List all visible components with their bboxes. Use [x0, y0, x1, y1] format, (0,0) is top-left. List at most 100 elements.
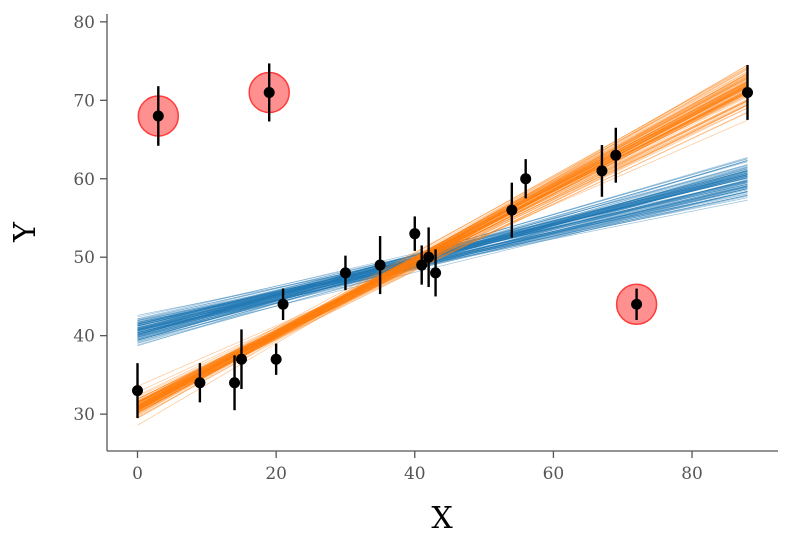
fit-line: [137, 173, 748, 346]
fit-line: [137, 190, 748, 341]
fit-line: [137, 91, 748, 407]
fit-line: [137, 174, 748, 332]
data-point: [235, 353, 247, 365]
y-tick-label: 60: [73, 170, 95, 190]
fit-line: [137, 178, 748, 344]
fit-line: [137, 174, 748, 320]
fit-line: [137, 186, 748, 335]
fit-line: [137, 175, 748, 329]
fit-line: [137, 195, 748, 323]
fit-line: [137, 175, 748, 342]
fit-line: [137, 99, 748, 396]
fit-line: [137, 84, 748, 418]
fit-line: [137, 174, 748, 329]
fit-line: [137, 104, 748, 404]
fit-line: [137, 177, 748, 324]
fit-line: [137, 104, 748, 403]
fit-line: [137, 100, 748, 400]
y-tick-label: 80: [73, 13, 95, 33]
fit-line: [137, 75, 748, 408]
fit-line: [137, 167, 748, 340]
fit-line: [137, 83, 748, 407]
fit-line: [137, 77, 748, 406]
fit-line: [137, 172, 748, 331]
fit-line: [137, 181, 748, 318]
fit-line: [137, 180, 748, 328]
fit-line: [137, 81, 748, 403]
fit-line: [137, 78, 748, 408]
fit-line: [137, 171, 748, 343]
fit-line: [137, 91, 748, 400]
fit-line: [137, 167, 748, 344]
fit-line: [137, 104, 748, 409]
fit-line: [137, 158, 748, 335]
y-axis-title: Y: [8, 221, 43, 243]
fit-line: [137, 87, 748, 408]
fit-line: [137, 186, 748, 329]
fit-line: [137, 71, 748, 404]
fit-line: [137, 64, 748, 426]
fit-line: [137, 170, 748, 327]
x-tick-label: 20: [265, 464, 287, 484]
fit-line: [137, 185, 748, 323]
fit-line: [137, 174, 748, 327]
data-point: [152, 110, 164, 122]
y-tick-label: 70: [73, 91, 95, 111]
fit-line: [137, 166, 748, 336]
data-point: [339, 267, 351, 279]
fit-line: [137, 175, 748, 334]
fit-line: [137, 191, 748, 321]
data-point: [520, 173, 532, 185]
fit-line: [137, 165, 748, 333]
data-point: [277, 298, 289, 310]
fit-line: [137, 188, 748, 330]
fit-line: [137, 84, 748, 409]
fit-line: [137, 169, 748, 339]
fit-line: [137, 90, 748, 403]
fit-line: [137, 191, 748, 326]
fit-line: [137, 188, 748, 325]
fit-line: [137, 92, 748, 403]
fit-line: [137, 84, 748, 404]
fit-line: [137, 190, 748, 333]
fit-line: [137, 187, 748, 325]
fit-line: [137, 169, 748, 334]
fit-line: [137, 172, 748, 340]
fit-line: [137, 84, 748, 407]
fit-line: [137, 81, 748, 405]
fit-line: [137, 87, 748, 402]
data-point: [506, 204, 518, 216]
fit-line: [137, 191, 748, 330]
x-ticks: 0 20 40 60 80: [132, 451, 703, 484]
fit-line: [137, 160, 748, 347]
fit-line: [137, 188, 748, 330]
data-point: [229, 377, 241, 389]
fit-line: [137, 180, 748, 334]
fit-line: [137, 172, 748, 326]
data-point: [194, 377, 206, 389]
fit-line: [137, 161, 748, 335]
fit-line: [137, 100, 748, 400]
fit-line: [137, 182, 748, 325]
fit-line: [137, 171, 748, 332]
fit-lines-layer: [137, 64, 748, 426]
fit-line: [137, 86, 748, 406]
fit-line: [137, 191, 748, 332]
fit-line: [137, 176, 748, 331]
data-point: [416, 259, 428, 271]
x-tick-label: 60: [543, 464, 565, 484]
y-tick-label: 50: [73, 248, 95, 268]
fit-line: [137, 175, 748, 336]
fit-line: [137, 170, 748, 339]
fit-line: [137, 177, 748, 321]
x-tick-label: 80: [681, 464, 703, 484]
fit-line: [137, 188, 748, 334]
fit-line: [137, 177, 748, 327]
fit-line: [137, 168, 748, 338]
fit-line: [137, 86, 748, 408]
data-point: [270, 353, 282, 365]
fit-line: [137, 180, 748, 330]
fit-line: [137, 107, 748, 404]
fit-line: [137, 183, 748, 338]
